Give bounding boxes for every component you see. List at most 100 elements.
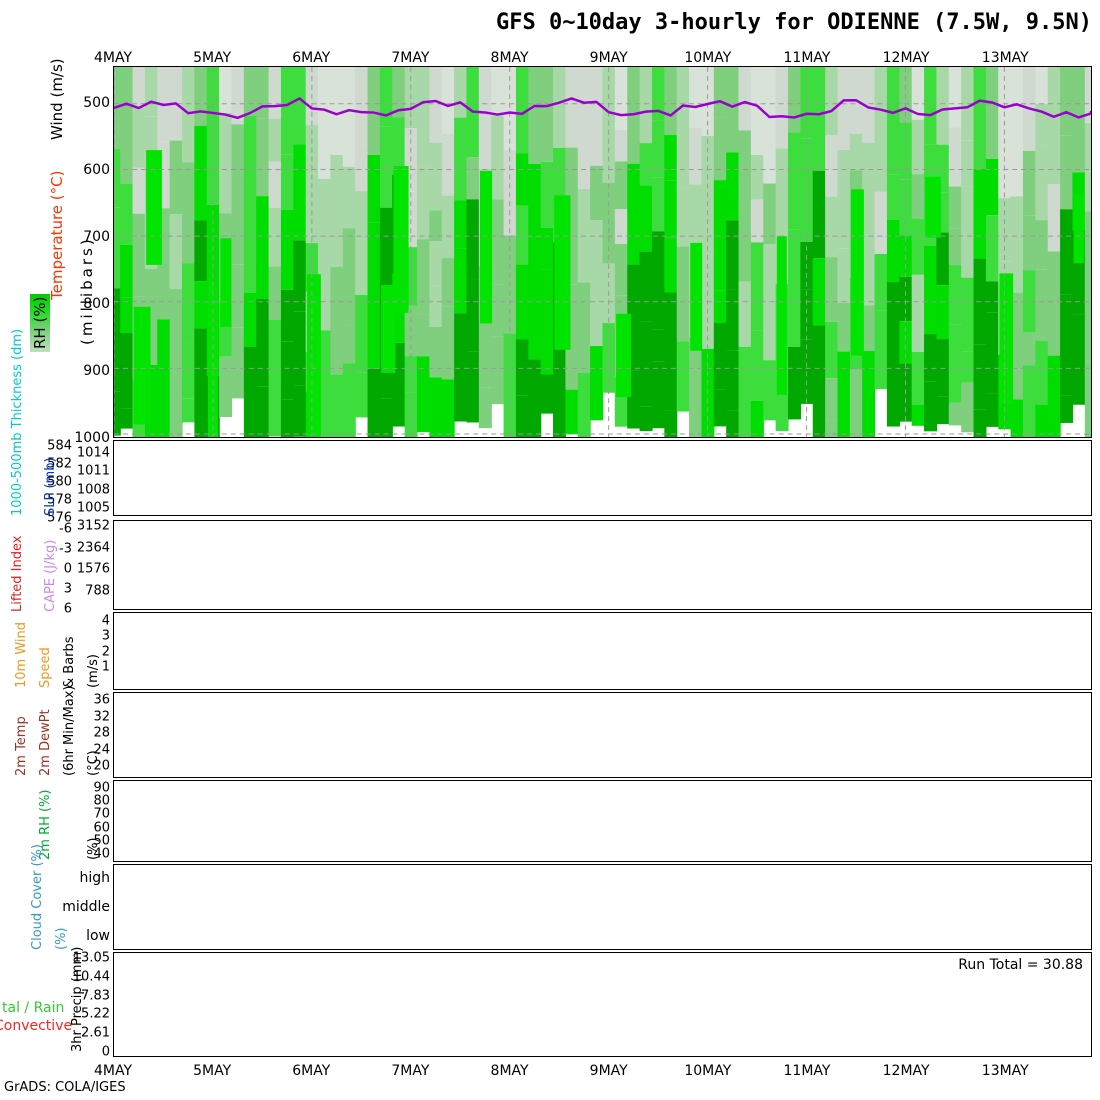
pressure-axis-label: (millibars) bbox=[78, 236, 96, 345]
cloud-row-label-middle: middle bbox=[62, 899, 110, 915]
rh-axis-label-units: (%) bbox=[86, 837, 101, 861]
ytick-0: 0 bbox=[101, 1044, 110, 1060]
temp-axis-label-units: (°C) bbox=[86, 750, 101, 776]
ytick-4: 4 bbox=[101, 613, 110, 629]
ytick-70: 70 bbox=[93, 806, 110, 822]
page-title: GFS 0~10day 3-hourly for ODIENNE (7.5W, … bbox=[495, 10, 1092, 35]
ytick--6: -6 bbox=[59, 521, 72, 537]
top-tick-8may: 8MAY bbox=[490, 50, 529, 66]
top-tick-5may: 5MAY bbox=[193, 50, 232, 66]
ytick-60: 60 bbox=[93, 820, 110, 836]
ytick-3: 3 bbox=[101, 628, 110, 644]
ytick-3152: 3152 bbox=[76, 518, 110, 534]
slp-thickness-panel[interactable] bbox=[113, 440, 1092, 516]
wind-axis-label-2: Speed bbox=[38, 647, 53, 688]
ytick-2364: 2364 bbox=[76, 540, 110, 556]
bottom-tick-12may: 12MAY bbox=[882, 1063, 930, 1079]
ytick-1014: 1014 bbox=[76, 445, 110, 461]
ytick-90: 90 bbox=[93, 780, 110, 796]
upper-label-rh: RH (%) bbox=[30, 293, 50, 352]
ytick-1005: 1005 bbox=[76, 500, 110, 516]
ytick-20: 20 bbox=[93, 758, 110, 774]
precip-label-total: tal / Rain bbox=[2, 1000, 65, 1016]
ytick-2: 2 bbox=[101, 644, 110, 660]
ytick-80: 80 bbox=[93, 793, 110, 809]
ytick-28: 28 bbox=[93, 725, 110, 741]
bottom-tick-8may: 8MAY bbox=[490, 1063, 529, 1079]
thickness-axis-label: 1000-500mb Thickness (dm) bbox=[10, 328, 25, 516]
ytick-1000: 1000 bbox=[74, 430, 110, 446]
cape-axis-label: CAPE (J/kg) bbox=[43, 539, 58, 612]
ytick-36: 36 bbox=[93, 692, 110, 708]
ytick-800: 800 bbox=[83, 296, 110, 312]
wind-axis-label-1: 10m Wind bbox=[14, 621, 29, 688]
temperature-dewpoint-panel[interactable] bbox=[113, 692, 1092, 778]
top-tick-9may: 9MAY bbox=[589, 50, 628, 66]
credit-label: GrADS: COLA/IGES bbox=[4, 1080, 126, 1095]
ytick--3: -3 bbox=[59, 541, 72, 557]
ytick-500: 500 bbox=[83, 95, 110, 111]
top-tick-11may: 11MAY bbox=[783, 50, 831, 66]
ytick-584: 584 bbox=[47, 438, 72, 454]
ytick-600: 600 bbox=[83, 162, 110, 178]
temp-axis-label-3: (6hr Min/Max) bbox=[62, 685, 77, 776]
upper-sounding-panel[interactable] bbox=[113, 66, 1092, 438]
ytick-1: 1 bbox=[101, 659, 110, 675]
ytick-32: 32 bbox=[93, 709, 110, 724]
upper-label-temperature: Temperature (°C) bbox=[48, 170, 66, 300]
bottom-tick-13may: 13MAY bbox=[981, 1063, 1029, 1079]
upper-label-rh-text: RH (%) bbox=[31, 296, 49, 349]
bottom-tick-7may: 7MAY bbox=[391, 1063, 430, 1079]
ytick-700: 700 bbox=[83, 229, 110, 245]
ytick-0: 0 bbox=[63, 561, 72, 577]
cape-lifted-index-panel[interactable] bbox=[113, 520, 1092, 610]
temp-axis-label-1: 2m Temp bbox=[14, 716, 29, 776]
wind-axis-label-3: & Barbs bbox=[62, 636, 77, 688]
ytick-6: 6 bbox=[63, 601, 72, 617]
top-tick-10may: 10MAY bbox=[684, 50, 732, 66]
cloud-axis-label-units: (%) bbox=[54, 927, 69, 951]
cloud-row-label-low: low bbox=[86, 927, 110, 944]
ytick-522: 5.22 bbox=[81, 1006, 110, 1022]
ytick-50: 50 bbox=[93, 833, 110, 849]
upper-label-wind: Wind (m/s) bbox=[48, 58, 66, 140]
ytick-580: 580 bbox=[47, 474, 72, 490]
ytick-1576: 1576 bbox=[76, 561, 110, 577]
ytick-900: 900 bbox=[83, 363, 110, 379]
precipitation-panel[interactable]: Run Total = 30.88 bbox=[113, 952, 1092, 1057]
ytick-783: 7.83 bbox=[81, 988, 110, 1004]
top-tick-6may: 6MAY bbox=[292, 50, 331, 66]
top-tick-7may: 7MAY bbox=[391, 50, 430, 66]
slp-axis-label: SLP (mb) bbox=[43, 457, 58, 516]
ytick-1008: 1008 bbox=[76, 482, 110, 498]
cloud-cover-panel[interactable] bbox=[113, 864, 1092, 950]
bottom-tick-4may: 4MAY bbox=[93, 1063, 133, 1079]
temp-axis-label-2: 2m DewPt bbox=[38, 709, 53, 776]
lifted-index-axis-label: Lifted Index bbox=[10, 535, 25, 612]
bottom-tick-11may: 11MAY bbox=[783, 1063, 831, 1079]
bottom-tick-10may: 10MAY bbox=[684, 1063, 732, 1079]
precip-label-convective: Convective bbox=[0, 1018, 73, 1034]
ytick-576: 576 bbox=[47, 510, 72, 526]
bottom-tick-9may: 9MAY bbox=[589, 1063, 628, 1079]
ytick-582: 582 bbox=[47, 456, 72, 472]
precip-axis-label: 3hr Precip (mm) bbox=[70, 946, 85, 1052]
ytick-1305: 13.05 bbox=[72, 950, 110, 966]
run-total-label: Run Total = 30.88 bbox=[958, 957, 1083, 973]
ytick-40: 40 bbox=[93, 846, 110, 862]
ytick-24: 24 bbox=[93, 742, 110, 757]
wind-speed-panel[interactable] bbox=[113, 612, 1092, 690]
top-tick-13may: 13MAY bbox=[981, 50, 1029, 66]
bottom-tick-5may: 5MAY bbox=[193, 1063, 232, 1079]
ytick-788: 788 bbox=[85, 583, 110, 599]
top-tick-4may: 4MAY bbox=[93, 50, 133, 66]
cloud-row-label-high: high bbox=[79, 870, 110, 887]
cloud-axis-label: Cloud Cover (%) bbox=[30, 844, 45, 950]
ytick-578: 578 bbox=[47, 492, 72, 508]
ytick-3: 3 bbox=[63, 581, 72, 597]
ytick-261: 2.61 bbox=[81, 1025, 110, 1041]
ytick-1011: 1011 bbox=[76, 463, 110, 479]
ytick-1044: 10.44 bbox=[72, 969, 110, 985]
wind-axis-label-units: (m/s) bbox=[86, 654, 101, 688]
relative-humidity-panel[interactable] bbox=[113, 780, 1092, 862]
